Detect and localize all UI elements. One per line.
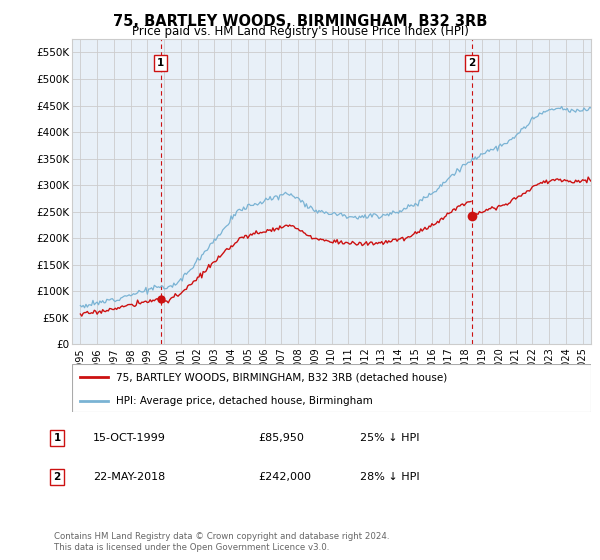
Text: 2: 2 (468, 58, 475, 68)
Text: 75, BARTLEY WOODS, BIRMINGHAM, B32 3RB (detached house): 75, BARTLEY WOODS, BIRMINGHAM, B32 3RB (… (116, 372, 448, 382)
Text: 15-OCT-1999: 15-OCT-1999 (93, 433, 166, 443)
Text: 75, BARTLEY WOODS, BIRMINGHAM, B32 3RB: 75, BARTLEY WOODS, BIRMINGHAM, B32 3RB (113, 14, 487, 29)
Text: Price paid vs. HM Land Registry's House Price Index (HPI): Price paid vs. HM Land Registry's House … (131, 25, 469, 38)
Text: 2: 2 (53, 472, 61, 482)
Text: 25% ↓ HPI: 25% ↓ HPI (360, 433, 419, 443)
Text: 1: 1 (53, 433, 61, 443)
Text: 28% ↓ HPI: 28% ↓ HPI (360, 472, 419, 482)
Text: £242,000: £242,000 (258, 472, 311, 482)
Text: Contains HM Land Registry data © Crown copyright and database right 2024.
This d: Contains HM Land Registry data © Crown c… (54, 532, 389, 552)
Text: 1: 1 (157, 58, 164, 68)
Text: £85,950: £85,950 (258, 433, 304, 443)
Text: 22-MAY-2018: 22-MAY-2018 (93, 472, 165, 482)
Text: HPI: Average price, detached house, Birmingham: HPI: Average price, detached house, Birm… (116, 396, 373, 406)
